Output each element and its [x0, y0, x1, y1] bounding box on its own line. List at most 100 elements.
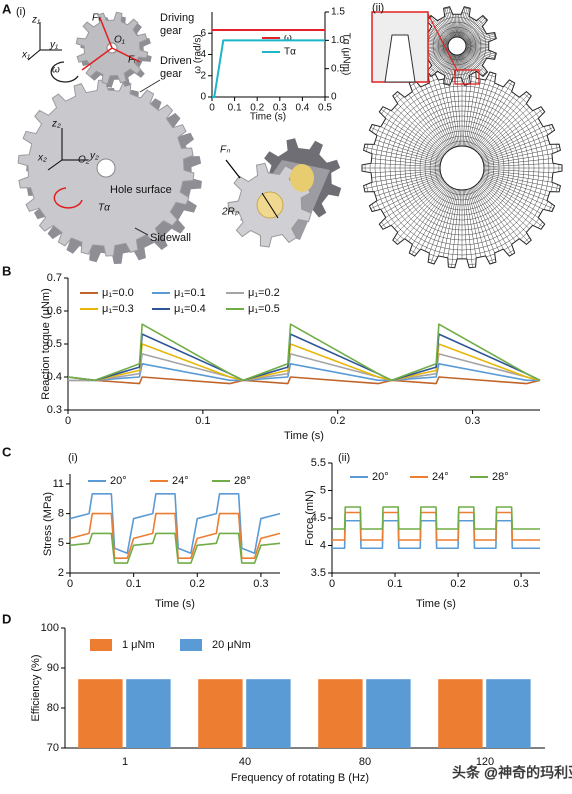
y-tick-label: 0.5	[47, 338, 62, 350]
mesh-radial	[472, 186, 513, 255]
mesh-radial	[471, 78, 508, 149]
mesh-radial	[473, 83, 517, 150]
mesh-radial	[444, 54, 455, 85]
mesh-radial	[362, 162, 441, 168]
mesh-radial	[398, 90, 449, 152]
bar	[486, 679, 531, 748]
y2-tick-label: 0.5	[331, 63, 345, 74]
mesh-radial	[465, 47, 497, 53]
panel-letter: B	[2, 263, 11, 278]
y-axis-label: Force (mN)	[304, 490, 316, 546]
mesh-radial	[459, 7, 470, 38]
line	[332, 506, 540, 530]
line	[67, 323, 541, 382]
legend-label: μ₁=0.4	[174, 303, 206, 315]
mesh-radial	[462, 189, 468, 268]
mesh-radial	[448, 54, 456, 86]
mesh-radial	[416, 187, 453, 258]
mesh-radial	[425, 188, 455, 262]
mesh-radial	[478, 100, 537, 154]
line	[69, 493, 281, 554]
legend-label: 28°	[234, 475, 251, 487]
y-tick-label: 0.3	[47, 404, 62, 416]
mesh-radial	[458, 6, 466, 38]
x-tick-label: 80	[359, 756, 371, 768]
x-axis-label: Frequency of rotating B (Hz)	[231, 772, 369, 784]
mesh-radial	[407, 83, 451, 150]
y-tick-label: 0.6	[47, 305, 62, 317]
mesh-radial	[425, 74, 455, 148]
mesh-radial	[463, 52, 486, 75]
mesh-radial	[464, 68, 473, 147]
mesh-radial	[481, 177, 552, 214]
mesh-radial	[362, 170, 441, 179]
mesh-radial	[446, 54, 455, 85]
annotation: gear	[160, 25, 182, 37]
mesh-radial	[458, 6, 464, 38]
mesh-radial	[459, 54, 470, 85]
y2-tick-label: 1.5	[331, 7, 345, 18]
x-axis-label: Time (s)	[416, 598, 456, 610]
y-tick-label: 0	[200, 92, 206, 103]
mesh-radial	[380, 180, 445, 227]
mesh-radial	[448, 6, 456, 38]
mesh-radial	[469, 74, 499, 148]
mesh-radial	[407, 186, 451, 253]
mesh-radial	[451, 189, 460, 268]
mesh-radial	[480, 113, 547, 157]
mesh-radial	[421, 76, 454, 149]
mesh-radial	[370, 127, 443, 160]
bar	[246, 679, 291, 748]
mesh-radial	[477, 97, 533, 153]
mesh-radial	[387, 100, 446, 154]
legend-label: μ₁=0.3	[102, 303, 134, 315]
mesh-radial	[431, 52, 452, 78]
mesh-radial	[470, 76, 503, 149]
y-tick-label: 80	[47, 702, 59, 714]
axis-arrow	[47, 159, 63, 171]
legend-label: 20 μNm	[212, 639, 251, 651]
mesh-radial	[465, 48, 496, 57]
mesh-radial	[451, 68, 460, 147]
y-tick-label: 11	[53, 478, 64, 490]
legend-label: μ₁=0.1	[174, 287, 206, 299]
x-tick-label: 0.3	[273, 103, 287, 114]
y-tick-label: 3.5	[311, 567, 326, 579]
mesh-radial	[450, 54, 456, 86]
annotation: 2Rₚ	[221, 207, 240, 218]
mesh-radial	[462, 52, 484, 76]
mesh-radial	[483, 172, 560, 190]
mesh-radial	[442, 8, 455, 38]
y2-axis-label: Tα (μNm)	[340, 33, 351, 76]
annotation: Sidewall	[150, 232, 191, 244]
legend-label: 1 μNm	[122, 639, 155, 651]
x-tick-label: 120	[476, 756, 494, 768]
mesh-radial	[430, 52, 452, 76]
mesh-hole	[447, 36, 467, 56]
mesh-radial	[482, 174, 558, 200]
x-tick-label: 40	[239, 756, 251, 768]
line	[69, 532, 281, 564]
mesh-radial	[483, 168, 562, 174]
y2-tick-label: 0	[331, 92, 337, 103]
x-tick-label: 0.1	[126, 578, 141, 590]
mesh-radial	[416, 78, 453, 149]
mesh-radial	[467, 71, 489, 147]
x-tick-label: 0.3	[513, 578, 528, 590]
mesh-radial	[467, 189, 489, 265]
mesh-radial	[472, 81, 513, 150]
legend-swatch	[180, 639, 202, 651]
mesh-radial	[482, 175, 556, 205]
mesh-radial	[366, 174, 442, 200]
x-tick-label: 0.2	[190, 578, 205, 590]
annotation: x₂	[37, 153, 47, 164]
y2-tick-label: 1.0	[331, 35, 345, 46]
mesh-radial	[475, 184, 526, 246]
x-tick-label: 0	[65, 415, 71, 427]
mesh-radial	[465, 189, 478, 267]
mesh-radial	[446, 7, 455, 38]
x-axis-label: Time (s)	[250, 112, 286, 123]
x-tick-label: 0.2	[330, 415, 345, 427]
bar	[78, 679, 123, 748]
mesh-radial	[463, 20, 489, 41]
